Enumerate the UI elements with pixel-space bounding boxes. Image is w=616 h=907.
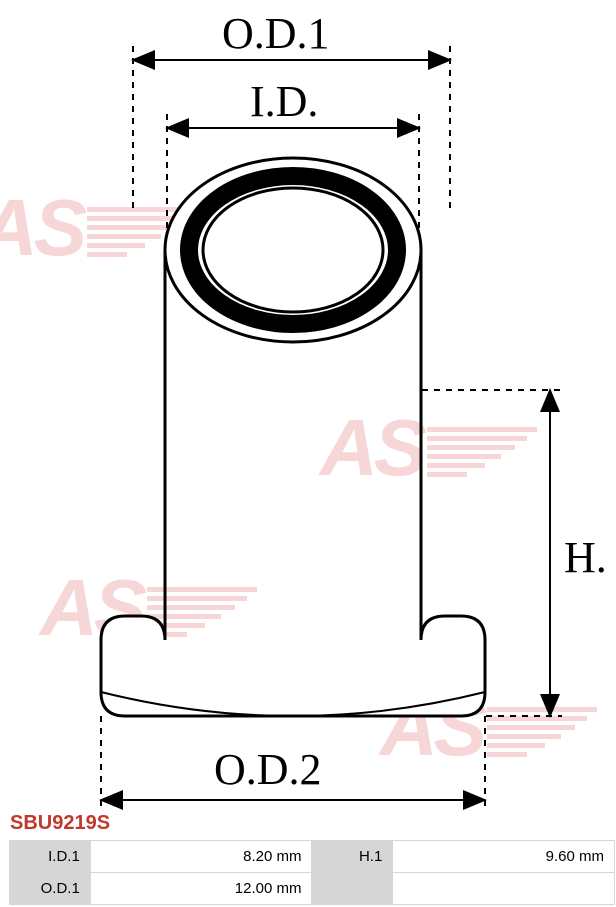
spec-label: H.1 (312, 841, 393, 873)
table-row: I.D.1 8.20 mm H.1 9.60 mm (10, 841, 615, 873)
spec-table: I.D.1 8.20 mm H.1 9.60 mm O.D.1 12.00 mm (9, 840, 615, 905)
label-h: H. (560, 532, 611, 583)
label-od1: O.D.1 (218, 8, 334, 59)
spec-value: 8.20 mm (90, 841, 312, 873)
technical-drawing: AS AS AS AS (0, 0, 616, 812)
label-od2: O.D.2 (210, 744, 326, 795)
label-id: I.D. (246, 76, 322, 127)
spec-value: 9.60 mm (393, 841, 615, 873)
spec-value (393, 873, 615, 905)
spec-value: 12.00 mm (90, 873, 312, 905)
spec-label (312, 873, 393, 905)
part-number: SBU9219S (10, 812, 110, 835)
table-row: O.D.1 12.00 mm (10, 873, 615, 905)
spec-label: O.D.1 (10, 873, 91, 905)
spec-label: I.D.1 (10, 841, 91, 873)
